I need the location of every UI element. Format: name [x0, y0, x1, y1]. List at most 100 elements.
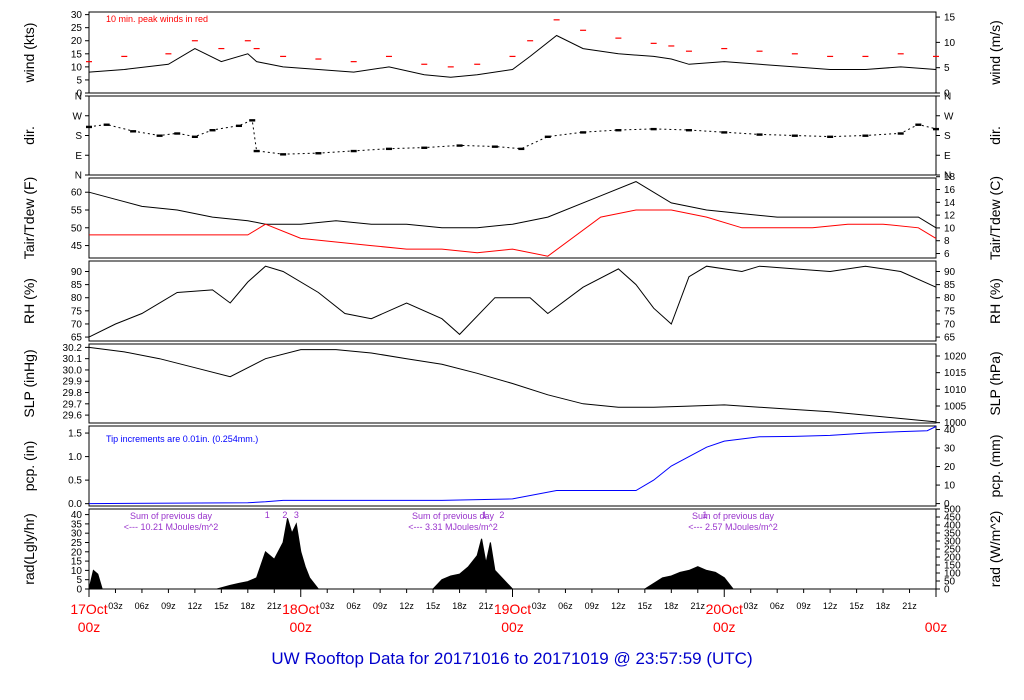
x-minor-tick-label: 15z: [638, 601, 653, 611]
dir-left-tick-label: N: [75, 171, 82, 182]
wind-right-tick-label: 10: [944, 38, 956, 49]
wind-left-tick-label: 30: [71, 10, 83, 21]
direction-point: [615, 129, 622, 132]
temp-frame: [88, 177, 937, 259]
wind-left-axis-label: wind (kts): [21, 23, 37, 84]
rad-tip-mark: 3: [294, 510, 299, 520]
direction-point: [518, 147, 525, 151]
dir-right-tick-label: W: [944, 111, 954, 122]
direction-point: [174, 132, 181, 135]
rad-right-tick-label: 150: [944, 561, 961, 572]
rad-right-tick-label: 400: [944, 521, 961, 532]
rad-right-tick-label: 0: [944, 585, 950, 596]
rad-annotation-title: Sum of previous day: [692, 511, 775, 521]
rad-tip-mark: 2: [282, 510, 287, 520]
temp-right-tick-label: 12: [944, 211, 956, 222]
direction-point: [580, 131, 587, 134]
x-minor-tick-label: 06z: [135, 601, 150, 611]
series-RH: [88, 265, 937, 338]
slp-left-tick-label: 29.7: [63, 399, 83, 410]
rad-left-tick-label: 25: [71, 538, 83, 549]
rad-left-tick-label: 5: [76, 575, 82, 586]
rad-right-tick-label: 100: [944, 569, 961, 580]
rad-right-tick-label: 50: [944, 577, 956, 588]
direction-point: [685, 129, 692, 132]
rh-right-tick-label: 65: [944, 333, 956, 344]
dir-left-tick-label: W: [73, 111, 83, 122]
chart-title: UW Rooftop Data for 20171016 to 20171019…: [271, 649, 752, 668]
wind-left-tick-label: 15: [71, 49, 83, 60]
dir-frame: [88, 95, 937, 176]
pcp-note: Tip increments are 0.01in. (0.254mm.): [106, 434, 258, 444]
rad-left-tick-label: 30: [71, 529, 83, 540]
temp-right-tick-label: 18: [944, 172, 956, 183]
series-wind: [88, 34, 937, 78]
rh-right-tick-label: 85: [944, 280, 956, 291]
rh-left-tick-label: 85: [71, 280, 83, 291]
direction-point: [253, 149, 260, 153]
slp-left-tick-label: 29.6: [63, 411, 83, 422]
x-minor-tick-label: 21z: [902, 601, 917, 611]
slp-left-axis-label: SLP (inHg): [21, 349, 37, 417]
slp-left-tick-label: 30.0: [63, 365, 83, 376]
pcp-left-tick-label: 1.5: [68, 429, 82, 440]
rad-tip-mark: 1: [482, 510, 487, 520]
x-minor-tick-label: 21z: [267, 601, 282, 611]
rh-frame: [88, 260, 937, 342]
x-minor-tick-label: 18z: [664, 601, 679, 611]
pcp-right-tick-label: 20: [944, 462, 956, 473]
panel-pcp: 0.0 0.5 1.0 1.5 0 10 20 30 40 pcp. (in) pcp. (mm) T…: [21, 425, 1003, 510]
series-Tdew: [89, 209, 937, 257]
slp-right-tick-label: 1000: [944, 418, 967, 429]
slp-right-tick-label: 1020: [944, 352, 967, 363]
x-minor-tick-label: 03z: [532, 601, 547, 611]
direction-point: [191, 135, 198, 138]
x-major-tick-sublabel: 00z: [501, 619, 524, 635]
pcp-left-tick-label: 0.0: [68, 499, 82, 510]
x-major-tick-sublabel: 00z: [78, 619, 101, 635]
rad-tip-mark: 1: [702, 510, 707, 520]
x-major-tick-label: 19Oct: [494, 601, 531, 617]
wind-frame: [88, 11, 937, 94]
dir-right-tick-label: N: [944, 92, 951, 103]
panel-rh: 65 70 75 80 85 90 65 70 75 80 85 90 RH (%) RH (%): [21, 260, 1003, 344]
x-major-tick-sublabel: 00z: [289, 619, 312, 635]
wind-left-tick-label: 0: [76, 89, 82, 100]
rh-left-tick-label: 90: [71, 267, 83, 278]
wind-left-tick-label: 25: [71, 23, 83, 34]
x-minor-tick-label: 03z: [743, 601, 758, 611]
direction-point: [235, 124, 242, 128]
pcp-left-tick-label: 1.0: [68, 452, 82, 463]
rh-left-tick-label: 70: [71, 319, 83, 330]
wind-right-tick-label: 5: [944, 63, 950, 74]
rad-left-tick-label: 20: [71, 547, 83, 558]
x-minor-tick-label: 09z: [161, 601, 176, 611]
rad-annotation-value: <--- 2.57 MJoules/m^2: [688, 522, 778, 532]
x-minor-tick-label: 09z: [373, 601, 388, 611]
rad-tip-mark: 1: [265, 510, 270, 520]
pcp-right-tick-label: 40: [944, 425, 956, 436]
rh-left-axis-label: RH (%): [21, 278, 37, 324]
x-minor-tick-label: 06z: [346, 601, 361, 611]
series-pcp: [88, 426, 937, 505]
dir-left-tick-label: N: [75, 92, 82, 103]
x-minor-tick-label: 12z: [188, 601, 203, 611]
rh-right-axis-label: RH (%): [987, 278, 1003, 324]
temp-left-tick-label: 60: [71, 188, 83, 199]
temp-left-tick-label: 50: [71, 223, 83, 234]
x-minor-tick-label: 12z: [399, 601, 414, 611]
x-minor-tick-label: 03z: [320, 601, 335, 611]
wind-left-tick-label: 10: [71, 62, 83, 73]
pcp-right-tick-label: 0: [944, 499, 950, 510]
rh-left-tick-label: 80: [71, 293, 83, 304]
x-minor-tick-label: 09z: [585, 601, 600, 611]
wind-right-axis-label: wind (m/s): [987, 20, 1003, 86]
panel-wind: 0 5 10 15 20 25 30 0 5 10 15 wind (kts) wind (m/s) 10…: [21, 10, 1003, 99]
wind-right-tick-label: 15: [944, 13, 956, 24]
pcp-left-axis-label: pcp. (in): [21, 441, 37, 492]
rad-left-axis-label: rad(Lgly/hr): [21, 513, 37, 585]
panel-rad: 0510152025303540050100150200250300350400…: [21, 505, 1003, 596]
rad-left-tick-label: 15: [71, 557, 83, 568]
